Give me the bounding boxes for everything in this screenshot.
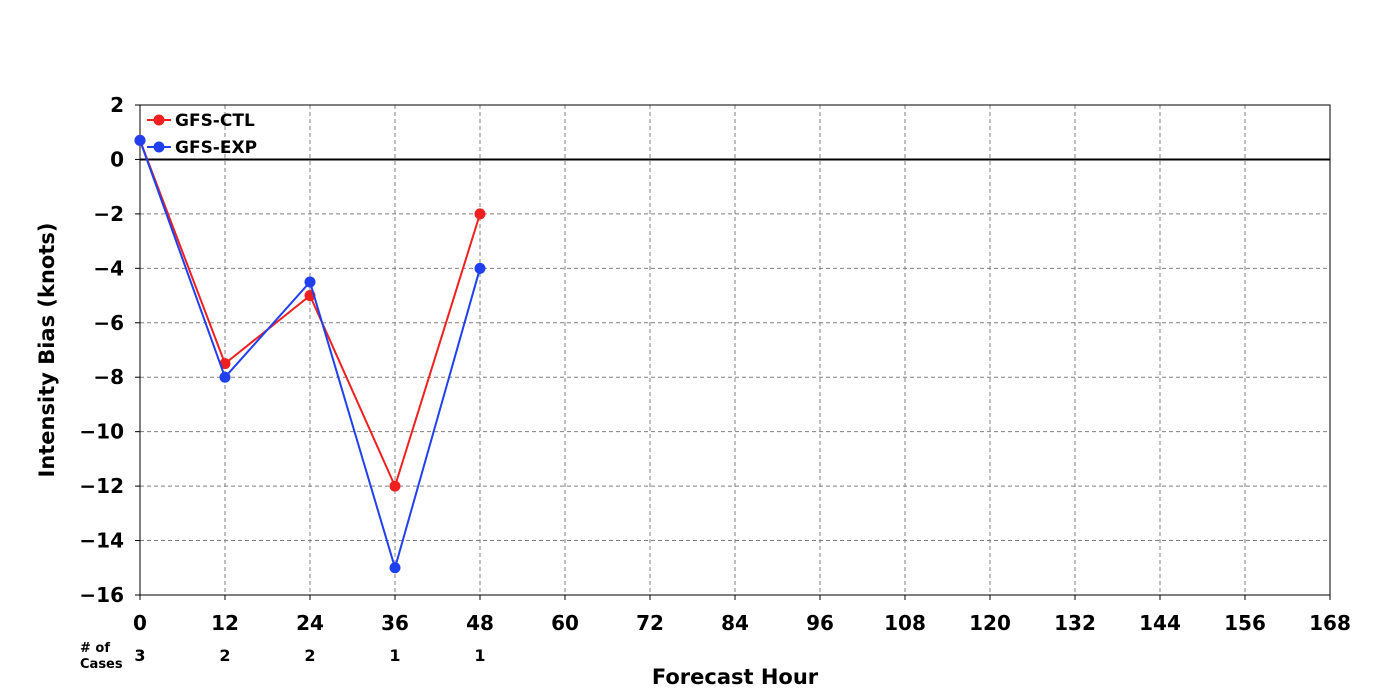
data-point — [219, 358, 231, 370]
y-tick-label: −12 — [79, 474, 124, 498]
x-tick-label: 120 — [969, 611, 1011, 635]
case-count: 1 — [474, 646, 485, 665]
y-axis-label: Intensity Bias (knots) — [35, 223, 59, 478]
x-tick-label: 48 — [466, 611, 494, 635]
x-tick-label: 132 — [1054, 611, 1096, 635]
x-tick-label: 12 — [211, 611, 239, 635]
x-tick-label: 24 — [296, 611, 324, 635]
y-tick-label: −14 — [79, 529, 124, 553]
x-axis-label: Forecast Hour — [652, 665, 819, 689]
case-count: 1 — [389, 646, 400, 665]
x-tick-label: 84 — [721, 611, 749, 635]
x-tick-label: 144 — [1139, 611, 1181, 635]
y-tick-label: 2 — [110, 93, 124, 117]
legend-label: GFS-CTL — [175, 111, 255, 131]
legend: GFS-CTL GFS-EXP — [147, 111, 257, 158]
cases-label: # of — [80, 641, 110, 656]
x-tick-label: 60 — [551, 611, 579, 635]
y-tick-label: −6 — [93, 311, 124, 335]
x-tick-label: 108 — [884, 611, 926, 635]
x-tick-label: 168 — [1309, 611, 1351, 635]
data-point — [304, 276, 316, 288]
legend-marker — [153, 141, 165, 153]
legend-label: GFS-EXP — [175, 138, 257, 158]
y-tick-label: −10 — [79, 420, 124, 444]
case-count: 2 — [219, 646, 230, 665]
data-point — [219, 371, 231, 383]
data-point — [389, 480, 401, 492]
case-count: 2 — [304, 646, 315, 665]
cases-label: Cases — [80, 657, 123, 672]
x-tick-label: 72 — [636, 611, 664, 635]
x-tick-label: 96 — [806, 611, 834, 635]
case-count: 3 — [134, 646, 145, 665]
legend-marker — [153, 114, 165, 126]
x-tick-label: 156 — [1224, 611, 1266, 635]
y-tick-label: −8 — [93, 365, 124, 389]
data-point — [134, 134, 146, 146]
y-tick-label: 0 — [110, 147, 124, 171]
y-tick-label: −4 — [93, 256, 124, 280]
y-tick-label: −2 — [93, 202, 124, 226]
data-point — [474, 208, 486, 220]
data-point — [474, 262, 486, 274]
data-point — [389, 562, 401, 574]
x-tick-label: 36 — [381, 611, 409, 635]
y-tick-label: −16 — [79, 583, 124, 607]
plot-frame — [139, 104, 1331, 596]
x-tick-label: 0 — [133, 611, 147, 635]
